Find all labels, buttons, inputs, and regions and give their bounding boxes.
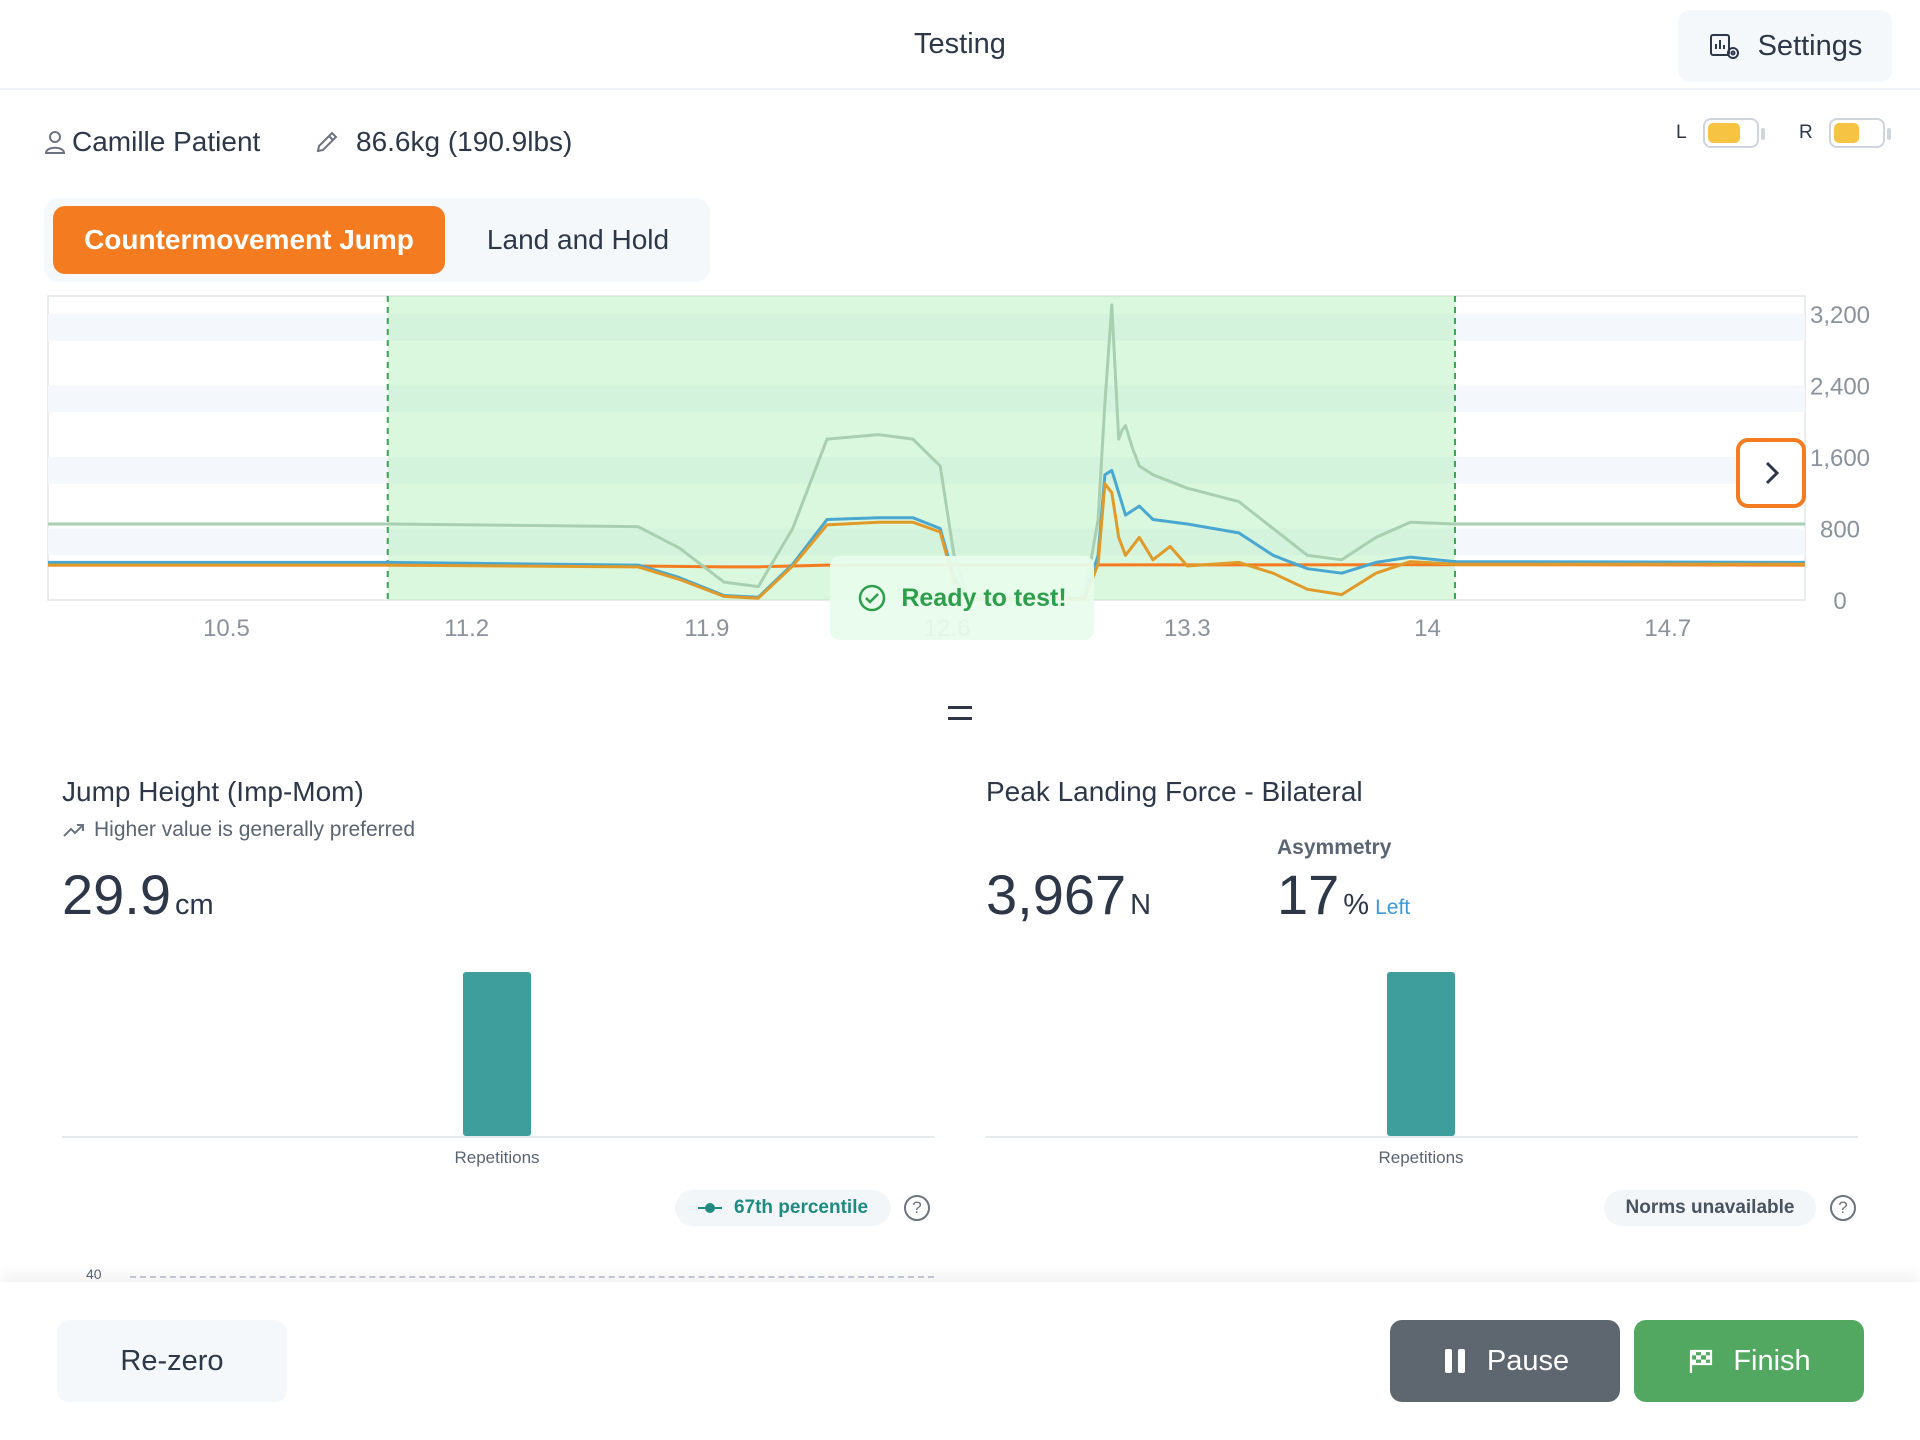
bar-chart-baseline [986, 1136, 1858, 1138]
grid-band [48, 456, 1805, 484]
y-tick-label: 800 [1820, 516, 1860, 543]
jump-height-value: 29.9 cm [62, 862, 214, 927]
pause-button[interactable]: Pause [1390, 1320, 1620, 1402]
x-tick-label: 10.5 [203, 615, 250, 642]
bar-chart-baseline [62, 1136, 934, 1138]
settings-label: Settings [1757, 29, 1863, 62]
asymmetry-label: Asymmetry [1277, 836, 1392, 859]
x-tick-label: 11.9 [684, 615, 729, 642]
percentile-help-icon[interactable]: ? [904, 1195, 930, 1221]
user-icon [44, 131, 66, 154]
jump-height-unit: cm [175, 889, 214, 921]
repetition-bar[interactable] [463, 972, 531, 1136]
norms-help-icon[interactable]: ? [1830, 1195, 1856, 1221]
patient-name-label: Camille Patient [72, 126, 261, 157]
asymmetry-side: Left [1375, 896, 1411, 919]
pencil-icon [316, 131, 338, 153]
peak-landing-force-value: 3,967 N [986, 862, 1151, 927]
page-title: Testing [914, 28, 1006, 60]
battery-right: R [1799, 118, 1891, 148]
y-tick-label: 1,600 [1810, 445, 1870, 472]
peak-landing-force-unit: N [1130, 889, 1152, 921]
battery-right-label: R [1799, 122, 1813, 143]
pause-icon [1444, 1349, 1465, 1373]
series-line [48, 303, 1805, 600]
x-axis-caption: Repetitions [1378, 1148, 1464, 1167]
resize-handle[interactable] [948, 706, 972, 720]
asymmetry-number: 17 [1277, 863, 1340, 926]
preference-text: Higher value is generally preferred [94, 818, 415, 841]
peak-landing-force-title: Peak Landing Force - Bilateral [986, 776, 1363, 807]
test-type-tabs: Countermovement Jump Land and Hold [44, 198, 710, 282]
y-tick-label: 0 [1833, 588, 1846, 615]
patient-weight[interactable]: 86.6kg (190.9lbs) [314, 126, 572, 158]
grid-band [48, 528, 1805, 556]
x-axis-caption: Repetitions [454, 1148, 540, 1167]
header: Testing Settings [0, 0, 1920, 90]
battery-left-icon [1702, 118, 1765, 148]
x-tick-label: 11.2 [444, 615, 489, 642]
grid-band [48, 313, 1805, 341]
pause-label: Pause [1486, 1344, 1570, 1377]
jump-height-number: 29.9 [62, 863, 171, 926]
repetition-bar[interactable] [1387, 972, 1455, 1136]
tab-land-and-hold[interactable]: Land and Hold [486, 224, 670, 255]
peak-landing-force-number: 3,967 [986, 863, 1127, 926]
patient-name[interactable]: Camille Patient [44, 126, 260, 158]
jump-height-title: Jump Height (Imp-Mom) [62, 776, 364, 807]
ready-status-badge: Ready to test! [830, 556, 1094, 640]
trending-up-icon [63, 824, 84, 837]
battery-left: L [1676, 118, 1765, 148]
percentile-text: 67th percentile [733, 1197, 869, 1218]
rezero-button[interactable]: Re-zero [57, 1320, 287, 1402]
battery-left-label: L [1676, 122, 1687, 143]
asymmetry-unit: % [1343, 889, 1370, 921]
percentile-badge[interactable]: 67th percentile [675, 1190, 891, 1226]
y-tick-label: 2,400 [1810, 373, 1870, 400]
settings-button[interactable]: Settings [1678, 10, 1892, 82]
x-tick-label: 14 [1414, 615, 1441, 642]
finish-label: Finish [1733, 1344, 1811, 1377]
y-tick-label: 3,200 [1810, 302, 1870, 329]
settings-chart-icon [1709, 34, 1739, 59]
battery-right-icon [1828, 118, 1891, 148]
norms-unavailable-badge[interactable]: Norms unavailable [1604, 1190, 1816, 1226]
grid-band [48, 385, 1805, 413]
checkered-flag-icon [1690, 1349, 1713, 1373]
trend-y-label: 40 [86, 1266, 102, 1282]
preference-note: Higher value is generally preferred [62, 818, 415, 842]
ready-status-text: Ready to test! [901, 583, 1067, 612]
chart-next-button[interactable] [1736, 438, 1806, 508]
x-tick-label: 14.7 [1644, 615, 1691, 642]
percentile-marker-icon [697, 1203, 722, 1213]
peak-landing-force-panel: Peak Landing Force - Bilateral 3,967 N As… [986, 760, 1886, 1280]
check-circle-icon [859, 584, 886, 612]
trend-reference-line [130, 1276, 934, 1278]
jump-height-panel: Jump Height (Imp-Mom) Higher value is ge… [62, 760, 962, 1282]
force-trace-chart[interactable]: 08001,6002,4003,20010.511.211.912.613.31… [0, 290, 1920, 650]
asymmetry-value: 17% Left [1277, 862, 1410, 927]
finish-button[interactable]: Finish [1634, 1320, 1864, 1402]
series-line [48, 482, 1805, 601]
chevron-right-icon [1765, 461, 1780, 485]
patient-weight-label: 86.6kg (190.9lbs) [356, 126, 573, 157]
tab-countermovement-jump[interactable]: Countermovement Jump [53, 206, 445, 274]
x-tick-label: 13.3 [1164, 615, 1211, 642]
footer-bar: Re-zero Pause Finish [0, 1282, 1920, 1440]
